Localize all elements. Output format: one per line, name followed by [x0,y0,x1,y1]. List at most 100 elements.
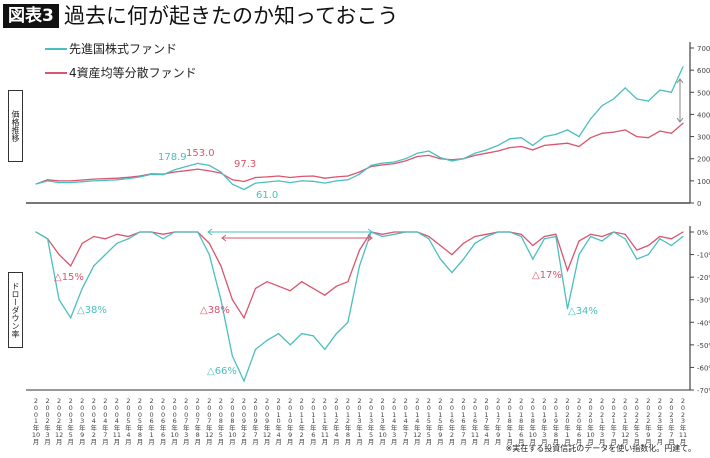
data-point [335,285,337,287]
data-point [613,98,615,100]
data-point [324,294,326,296]
x-tick-label: 2 0 0 2 年 12 月 [54,397,64,446]
data-point [278,180,280,182]
data-point [127,235,130,238]
y-tick-label: -20% [697,274,710,282]
data-point [416,231,418,233]
data-point [382,235,384,238]
data-point [532,258,534,260]
data-point [670,132,673,134]
data-point [150,173,153,175]
data-point [474,242,476,244]
data-point [370,164,372,166]
data-point [462,158,465,160]
data-point [659,130,661,132]
data-point [324,182,326,184]
data-point [659,238,661,240]
data-point [670,244,673,247]
data-point [439,258,441,260]
data-point [301,180,303,182]
data-label: △15% [54,272,84,283]
data-point [46,238,49,240]
data-point [451,253,453,256]
data-point [93,178,95,180]
data-point [509,231,511,233]
data-point [509,138,511,140]
y-tick-label: -70% [697,387,710,395]
data-point [601,104,603,107]
recovery-arrow-balanced-head [221,234,373,242]
data-point [659,89,661,91]
data-point [462,242,465,244]
data-point [208,242,210,244]
y-tick-label: -30% [697,297,710,305]
data-point [127,238,130,240]
data-point [116,233,118,235]
footnote: ※実在する投資信託のデータを使い指数化。円建て。 [505,444,696,453]
data-point [682,231,684,233]
legend-label: 先進国株式ファンド [69,42,178,56]
data-point [324,348,326,350]
data-point [278,285,280,287]
data-point [312,335,314,337]
data-point [162,233,164,235]
data-point [289,176,291,179]
data-point [682,122,684,124]
data-point [428,150,430,152]
data-point [197,162,199,164]
data-point [485,149,488,151]
x-tick-label: 2 0 0 1 年 10 月 [31,397,41,446]
data-point [636,258,638,260]
data-point [647,244,649,247]
y-tick-label: 0% [697,229,708,237]
data-point [254,182,257,184]
data-point [220,265,222,267]
data-point [428,235,430,238]
data-point [312,180,314,182]
data-point [266,281,268,283]
data-point [451,159,453,161]
data-point [613,231,615,233]
data-point [58,180,60,182]
data-point [46,180,49,182]
data-point [682,66,684,68]
data-point [35,183,37,185]
data-point [162,174,164,176]
data-point [578,135,580,138]
x-tick-label: 2 0 0 7 年 12 月 [205,397,214,446]
data-point [497,231,499,233]
data-point [520,233,522,235]
data-point [578,253,580,256]
data-point [104,178,106,180]
data-point [58,253,60,256]
data-label: △38% [77,305,107,316]
data-point [543,238,545,240]
data-point [555,143,557,145]
data-point [335,180,337,182]
data-point [220,299,222,301]
figure-badge: 図表3 [3,4,59,28]
data-point [405,158,407,160]
data-point [254,348,257,350]
x-tick-label: 2 0 0 4 年 11 月 [112,397,122,446]
data-point [393,233,395,235]
y-tick-label: 700 [697,45,710,53]
data-point [509,147,511,149]
legend-swatch [45,71,67,74]
